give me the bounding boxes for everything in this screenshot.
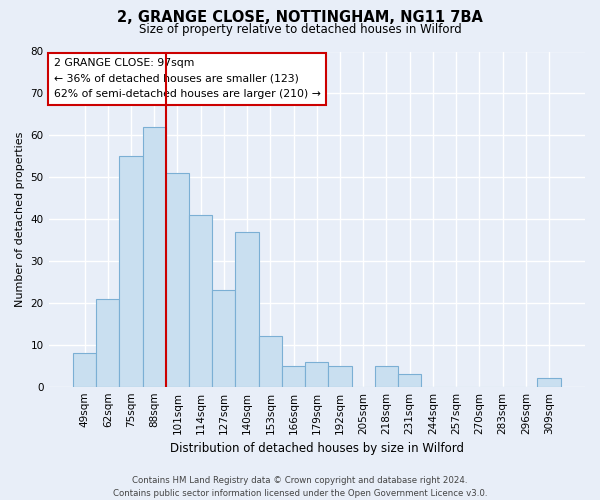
Bar xyxy=(259,336,282,386)
Bar xyxy=(189,215,212,386)
Text: 2 GRANGE CLOSE: 97sqm
← 36% of detached houses are smaller (123)
62% of semi-det: 2 GRANGE CLOSE: 97sqm ← 36% of detached … xyxy=(54,58,321,100)
Bar xyxy=(282,366,305,386)
Bar xyxy=(212,290,235,386)
Bar xyxy=(143,127,166,386)
Bar xyxy=(119,156,143,386)
Bar xyxy=(73,353,96,386)
X-axis label: Distribution of detached houses by size in Wilford: Distribution of detached houses by size … xyxy=(170,442,464,455)
Y-axis label: Number of detached properties: Number of detached properties xyxy=(15,132,25,307)
Bar xyxy=(166,173,189,386)
Text: Size of property relative to detached houses in Wilford: Size of property relative to detached ho… xyxy=(139,22,461,36)
Bar xyxy=(538,378,560,386)
Bar xyxy=(235,232,259,386)
Bar xyxy=(328,366,352,386)
Text: 2, GRANGE CLOSE, NOTTINGHAM, NG11 7BA: 2, GRANGE CLOSE, NOTTINGHAM, NG11 7BA xyxy=(117,10,483,25)
Bar xyxy=(375,366,398,386)
Bar xyxy=(305,362,328,386)
Bar xyxy=(96,298,119,386)
Bar xyxy=(398,374,421,386)
Text: Contains HM Land Registry data © Crown copyright and database right 2024.
Contai: Contains HM Land Registry data © Crown c… xyxy=(113,476,487,498)
